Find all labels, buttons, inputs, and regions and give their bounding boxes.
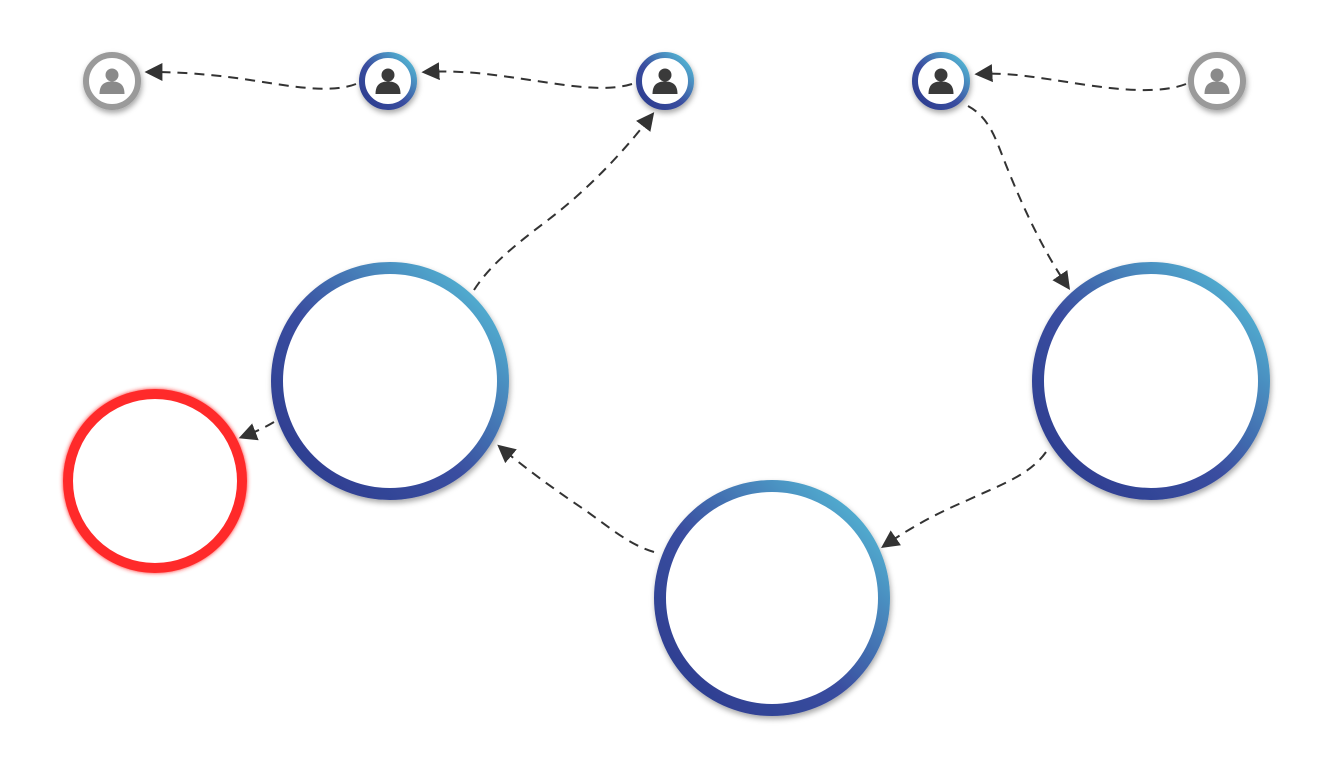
edge-avatar3-to-avatar2 — [421, 62, 633, 89]
avatar-3[interactable] — [636, 52, 694, 110]
avatar-4[interactable] — [912, 52, 970, 110]
edge-avatar5-to-avatar4 — [974, 64, 1187, 92]
edge-node-left-to-node-alert — [238, 421, 275, 441]
node-alert[interactable] — [63, 389, 247, 573]
avatar-5[interactable] — [1188, 52, 1246, 110]
node-right[interactable] — [1032, 262, 1270, 500]
node-bottom[interactable] — [654, 480, 890, 716]
edge-node-right-to-node-bottom — [881, 451, 1047, 549]
edges — [144, 62, 1187, 553]
edge-avatar4-to-node-right — [967, 105, 1071, 290]
avatar-1[interactable] — [83, 52, 141, 110]
node-left[interactable] — [271, 262, 509, 500]
edge-node-left-to-avatar3 — [473, 112, 655, 291]
edge-node-bottom-to-node-left — [497, 444, 655, 553]
edge-avatar2-to-avatar1 — [144, 63, 357, 90]
avatar-2[interactable] — [359, 52, 417, 110]
